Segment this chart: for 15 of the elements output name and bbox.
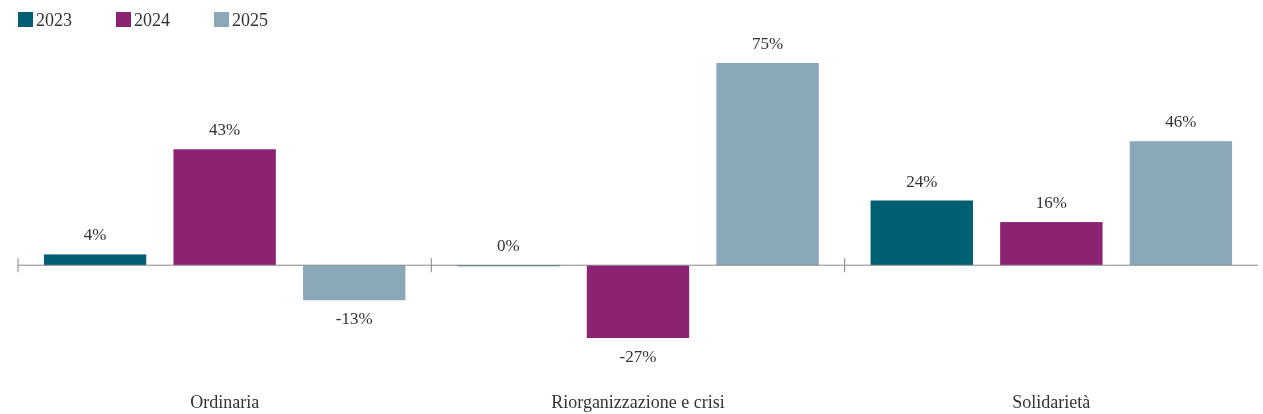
legend-label: 2024 [134, 10, 170, 30]
legend-label: 2023 [36, 10, 72, 30]
data-label: 16% [1035, 193, 1067, 213]
x-tick-label: Solidarietà [1012, 392, 1091, 412]
x-tick-label: Riorganizzazione e crisi [551, 392, 725, 412]
x-tick-label: Ordinaria [190, 392, 260, 412]
data-label: 0% [497, 236, 520, 256]
data-label: -27% [619, 347, 657, 366]
data-label: 46% [1165, 112, 1197, 132]
data-label: -13% [335, 309, 373, 329]
data-label: 4% [83, 225, 107, 245]
legend-label: 2025 [232, 10, 268, 30]
data-label: 43% [209, 120, 241, 140]
data-label: 75% [751, 34, 784, 53]
data-label: 24% [906, 171, 938, 191]
